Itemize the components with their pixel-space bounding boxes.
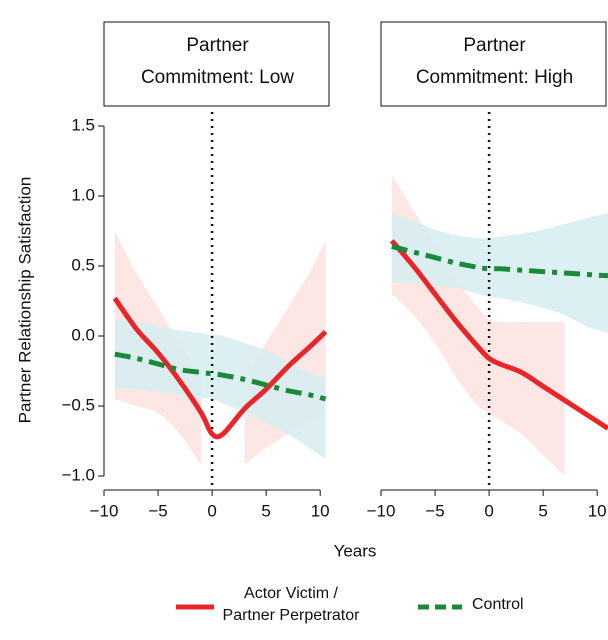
facet-title: Commitment: Low (141, 67, 294, 88)
series-line (112, 296, 328, 440)
legend-label: Control (472, 596, 524, 613)
y-tick-label: 1.0 (71, 185, 95, 204)
x-axis-label: Years (334, 541, 377, 560)
x-tick-label: −5 (148, 501, 167, 520)
facet-strip (380, 21, 607, 107)
y-tick-label: 0.0 (71, 325, 95, 344)
y-tick-label: 0.5 (71, 255, 95, 274)
y-axis-label: Partner Relationship Satisfaction (15, 177, 34, 424)
series-line (391, 243, 608, 279)
facet-title: Partner (186, 35, 249, 56)
facet-title: Partner (463, 35, 526, 56)
x-tick-label: 10 (311, 501, 330, 520)
y-tick-label: −1.0 (61, 465, 95, 484)
x-tick-label: 0 (484, 501, 493, 520)
x-tick-label: −10 (90, 501, 119, 520)
legend-label: Actor Victim / Partner Perpetrator (222, 585, 360, 624)
y-tick-label: −0.5 (61, 395, 95, 414)
confidence-band (391, 212, 608, 334)
x-tick-label: 5 (538, 501, 547, 520)
facet-strip (103, 21, 330, 107)
confidence-band (391, 175, 565, 476)
x-tick-label: 0 (207, 501, 216, 520)
confidence-band (114, 319, 326, 460)
y-tick-label: 1.5 (71, 115, 95, 134)
series-line (389, 239, 608, 431)
facet-title: Commitment: High (416, 67, 573, 88)
x-tick-label: 10 (588, 501, 607, 520)
series-line (114, 351, 327, 402)
x-tick-label: −5 (425, 501, 444, 520)
x-tick-label: 5 (261, 501, 270, 520)
x-tick-label: −10 (367, 501, 396, 520)
